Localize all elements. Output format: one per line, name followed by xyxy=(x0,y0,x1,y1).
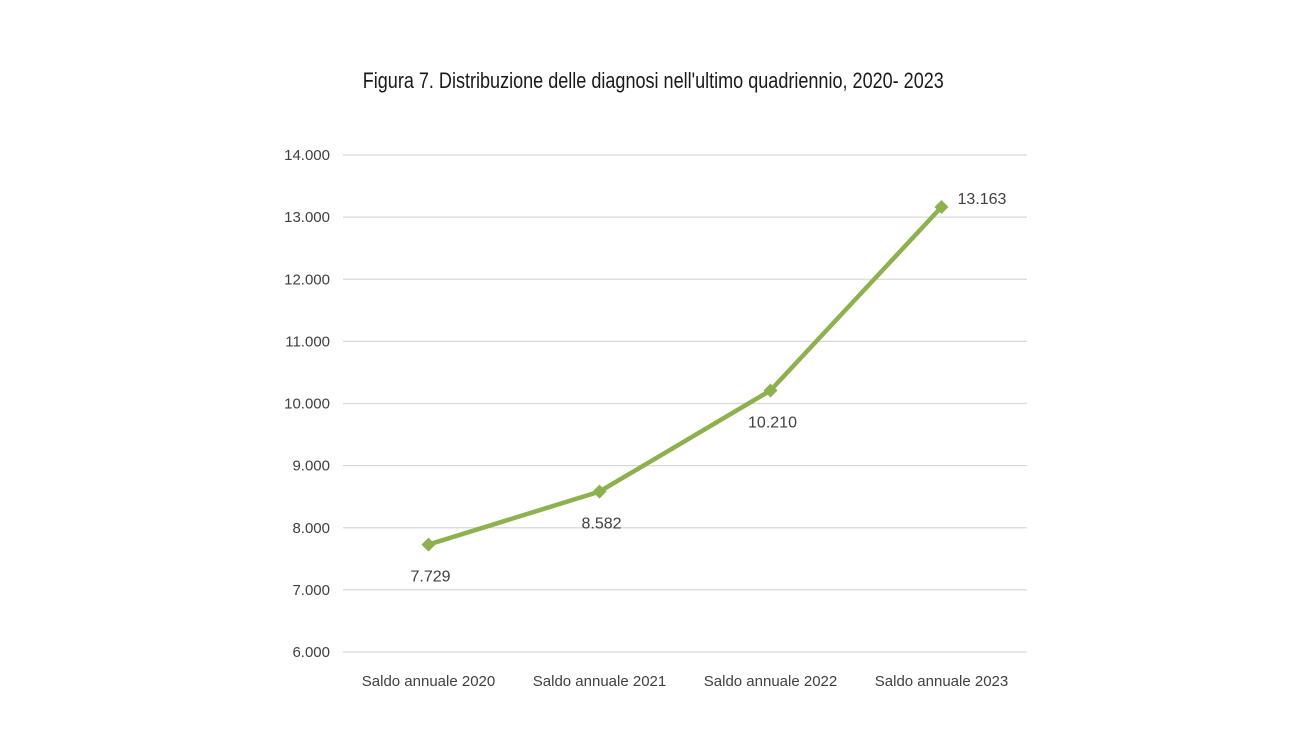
y-tick-label: 6.000 xyxy=(292,644,330,661)
y-tick-label: 12.000 xyxy=(284,271,330,288)
data-point-marker xyxy=(763,383,778,398)
x-tick-label: Saldo annuale 2021 xyxy=(533,673,666,690)
x-tick-label: Saldo annuale 2020 xyxy=(362,673,495,690)
chart-title: Figura 7. Distribuzione delle diagnosi n… xyxy=(362,68,944,93)
x-tick-label: Saldo annuale 2022 xyxy=(704,673,837,690)
y-axis-tick-labels: 6.000 7.000 8.000 9.000 10.000 11.000 12.000 13… xyxy=(284,147,330,661)
y-tick-label: 9.000 xyxy=(292,458,330,475)
series-line xyxy=(426,204,944,547)
y-tick-label: 10.000 xyxy=(284,396,330,413)
y-tick-label: 14.000 xyxy=(284,147,330,164)
data-label: 8.582 xyxy=(581,516,621,533)
data-label: 13.163 xyxy=(958,191,1007,208)
gridlines xyxy=(343,154,1027,653)
data-point-marker xyxy=(421,537,436,552)
data-label: 7.729 xyxy=(410,569,450,586)
data-label: 10.210 xyxy=(748,414,797,431)
y-tick-label: 8.000 xyxy=(292,520,330,537)
x-axis-tick-labels: Saldo annuale 2020 Saldo annuale 2021 Sald… xyxy=(362,673,1008,690)
y-tick-label: 13.000 xyxy=(284,209,330,226)
y-tick-label: 11.000 xyxy=(285,333,330,350)
x-tick-label: Saldo annuale 2023 xyxy=(875,673,1008,690)
series-diagnosi xyxy=(421,199,949,552)
data-point-marker xyxy=(934,199,949,214)
data-point-marker xyxy=(592,484,607,499)
data-labels: 7.729 8.582 10.210 13.163 xyxy=(410,191,1006,586)
y-tick-label: 7.000 xyxy=(292,582,330,599)
